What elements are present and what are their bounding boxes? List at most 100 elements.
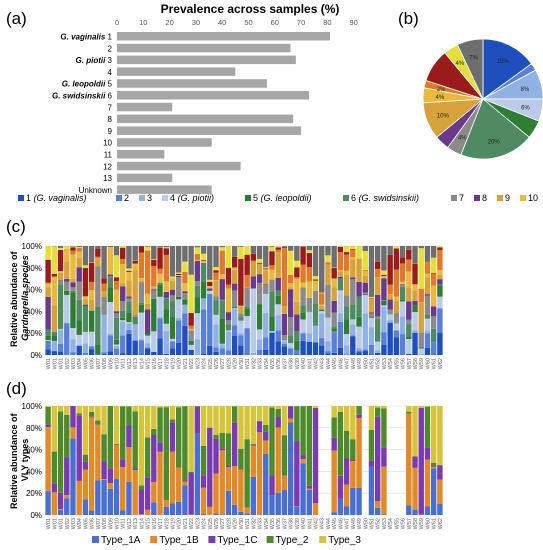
- chart-d-segment: [163, 500, 169, 507]
- chart-c-segment: [200, 309, 207, 354]
- chart-c-segment: [182, 293, 188, 300]
- chart-d-segment: [256, 432, 263, 515]
- chart-c-segment: [275, 295, 281, 305]
- chart-c-segment: [412, 263, 418, 285]
- chart-c-segment: [393, 322, 400, 324]
- chart-b-legend-swatch: [451, 195, 457, 201]
- chart-c-x-tick: W02: [65, 358, 71, 369]
- chart-c-segment: [219, 250, 225, 274]
- chart-c-segment: [263, 293, 269, 314]
- chart-c-segment: [82, 331, 89, 332]
- chart-c-segment: [356, 347, 362, 351]
- chart-c-segment: [175, 246, 182, 273]
- chart-c-segment: [64, 294, 70, 323]
- chart-a-bar: [117, 161, 241, 171]
- chart-c-segment: [406, 287, 412, 302]
- chart-d-segment: [213, 513, 219, 515]
- chart-c-x-tick: W37: [282, 358, 288, 369]
- chart-d-x-tick: W35: [270, 518, 276, 529]
- chart-d-segment: [350, 487, 356, 515]
- chart-d-x-tick: W41: [307, 518, 313, 529]
- chart-c-segment: [337, 276, 344, 279]
- chart-c-segment: [312, 246, 319, 277]
- chart-c-segment: [269, 269, 275, 279]
- chart-c-segment: [70, 290, 76, 293]
- chart-c-segment: [70, 292, 76, 328]
- chart-c-segment: [120, 321, 126, 336]
- chart-d-ylabel-line2: VLY types: [20, 439, 30, 482]
- chart-c-x-tick: W01: [52, 358, 58, 369]
- chart-d-x-tick: W04: [77, 518, 83, 529]
- chart-c-segment: [399, 263, 406, 282]
- chart-c-x-tick: W43: [320, 358, 326, 369]
- chart-a-category-label: 12: [103, 162, 112, 171]
- chart-c-segment: [126, 296, 132, 299]
- chart-d-segment: [82, 499, 89, 515]
- chart-c-segment: [263, 349, 269, 355]
- chart-d-segment: [424, 447, 431, 460]
- chart-c-segment: [368, 317, 375, 318]
- chart-a-category-label: 2: [108, 44, 113, 53]
- chart-d-x-tick: W17: [158, 518, 164, 529]
- chart-c-segment: [250, 260, 257, 262]
- chart-d-segment: [64, 414, 70, 458]
- chart-c-segment: [350, 335, 356, 337]
- chart-c-segment: [95, 344, 101, 355]
- chart-d-segment: [356, 406, 362, 415]
- chart-c-segment: [325, 341, 331, 352]
- chart-c-segment: [207, 293, 213, 346]
- chart-d-segment: [169, 422, 176, 452]
- chart-c-segment: [362, 275, 368, 283]
- chart-d-segment: [200, 514, 207, 515]
- chart-c-segment: [325, 284, 331, 318]
- chart-d-segment: [144, 477, 151, 510]
- chart-d-segment: [200, 487, 207, 515]
- chart-a-bar: [117, 43, 291, 53]
- chart-c-segment: [169, 289, 176, 296]
- chart-d-segment: [57, 492, 64, 510]
- chart-c-segment: [331, 287, 337, 301]
- chart-c-segment: [132, 324, 138, 341]
- chart-d-segment: [269, 475, 275, 496]
- chart-c-segment: [70, 327, 76, 340]
- chart-c-x-tick: W27: [220, 358, 226, 369]
- chart-a-category-species: G. swidsinskii: [52, 92, 108, 101]
- chart-c-segment: [343, 254, 350, 271]
- chart-d-segment: [219, 432, 225, 449]
- chart-a-bar: [117, 126, 302, 135]
- chart-c-segment: [88, 310, 95, 332]
- chart-c-segment: [51, 273, 58, 277]
- chart-c-segment: [393, 248, 400, 270]
- chart-d-segment: [430, 468, 437, 515]
- chart-c-segment: [88, 310, 95, 311]
- chart-a-category-number: 5: [108, 80, 113, 89]
- chart-c-x-tick: W53: [382, 358, 388, 369]
- chart-c-segment: [294, 260, 300, 268]
- chart-c-segment: [430, 257, 437, 274]
- chart-c-segment: [219, 318, 225, 344]
- chart-d-segment: [200, 406, 207, 446]
- chart-d-segment: [312, 408, 319, 504]
- chart-d-segment: [51, 483, 58, 493]
- chart-d-x-tick: W62: [438, 518, 444, 529]
- chart-c-segment: [300, 333, 306, 341]
- chart-d-x-tick: W16: [152, 518, 158, 529]
- chart-c-segment: [107, 276, 114, 278]
- chart-c-segment: [312, 276, 319, 280]
- chart-c-segment: [95, 258, 101, 267]
- chart-c-segment: [182, 261, 188, 273]
- chart-c-segment: [120, 301, 126, 311]
- chart-c-segment: [418, 332, 424, 347]
- chart-c-segment: [138, 246, 145, 253]
- chart-b-slice: [456, 38, 484, 100]
- chart-b-slice-label: 8%: [521, 87, 530, 93]
- chart-b-legend-label: 10: [528, 193, 538, 203]
- chart-d-segment: [163, 406, 169, 408]
- chart-d-segment: [213, 473, 219, 514]
- chart-c-segment: [57, 351, 64, 355]
- chart-d-segment: [306, 488, 313, 490]
- chart-d-segment: [70, 438, 76, 515]
- chart-d-segment: [250, 406, 257, 445]
- chart-b-slice-label: 2%: [437, 87, 446, 93]
- chart-c-segment: [281, 246, 288, 248]
